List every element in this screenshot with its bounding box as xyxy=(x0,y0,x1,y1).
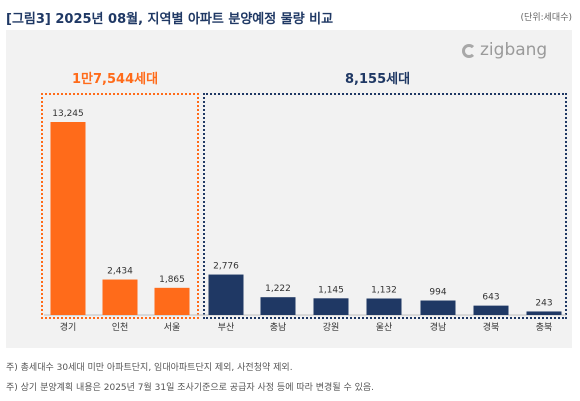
bar-7 xyxy=(420,300,456,315)
bar-8 xyxy=(473,305,509,315)
data-label-9: 243 xyxy=(535,298,552,308)
category-label-0: 경기 xyxy=(60,321,77,333)
bar-5 xyxy=(313,298,349,315)
data-label-3: 2,776 xyxy=(213,262,239,272)
data-label-0: 13,245 xyxy=(52,109,84,119)
bar-9 xyxy=(526,311,562,315)
data-label-1: 2,434 xyxy=(107,267,133,277)
chart-panel xyxy=(6,30,572,348)
category-label-5: 강원 xyxy=(323,322,340,333)
footnote-2: 주) 상기 분양계획 내용은 2025년 7월 31일 조사기준으로 공급자 사… xyxy=(6,383,375,393)
local-group-box xyxy=(203,93,567,319)
category-label-8: 경북 xyxy=(483,321,500,333)
zigbang-logo: zigbang xyxy=(462,40,547,60)
data-label-2: 1,865 xyxy=(159,275,185,285)
metro-group-box xyxy=(41,93,199,319)
category-label-1: 인천 xyxy=(112,322,129,333)
metro-group-label: 1만7,544세대 xyxy=(72,72,159,87)
category-label-4: 충남 xyxy=(270,322,287,333)
data-label-8: 643 xyxy=(482,293,499,303)
bar-6 xyxy=(366,298,402,315)
local-group-label: 8,155세대 xyxy=(345,72,411,87)
data-label-5: 1,145 xyxy=(318,285,344,295)
bar-3 xyxy=(208,274,244,315)
data-label-4: 1,222 xyxy=(265,284,291,294)
bar-2 xyxy=(154,287,190,315)
data-label-6: 1,132 xyxy=(371,286,397,296)
category-label-9: 충북 xyxy=(536,322,553,333)
category-label-6: 울산 xyxy=(376,322,393,333)
bar-1 xyxy=(102,279,138,315)
category-label-2: 서울 xyxy=(164,322,181,333)
footnote-1: 주) 총세대수 30세대 미만 아파트단지, 임대아파트단지 제외, 사전청약 … xyxy=(6,363,293,373)
category-label-3: 부산 xyxy=(218,322,235,333)
unit-label: (단위:세대수) xyxy=(520,13,572,23)
page-title: [그림3] 2025년 08월, 지역별 아파트 분양예정 물량 비교 xyxy=(6,12,334,27)
data-label-7: 994 xyxy=(429,288,446,298)
logo-text: zigbang xyxy=(480,40,548,60)
bar-4 xyxy=(260,297,296,315)
bar-0 xyxy=(50,122,86,315)
zigbang-logo-icon xyxy=(462,44,476,58)
category-label-7: 경남 xyxy=(430,321,447,333)
